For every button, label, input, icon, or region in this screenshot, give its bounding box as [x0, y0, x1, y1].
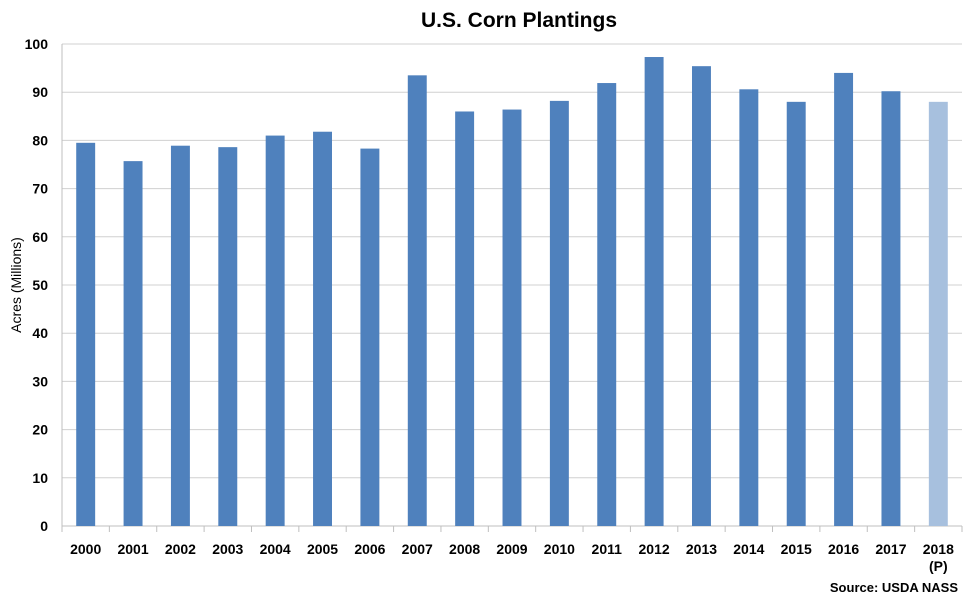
x-tick-label: 2001	[117, 541, 148, 557]
bar	[218, 147, 238, 526]
x-tick-label: 2009	[496, 541, 527, 557]
x-axis-ticks: 2000 2001 2002 2003 2004 2005 2006 2007 2008 2009…	[70, 541, 954, 574]
bars	[76, 57, 948, 527]
bar	[313, 131, 332, 526]
x-tick-label: 2015	[781, 541, 812, 557]
x-tick-label: 2018 (P)	[923, 541, 954, 574]
x-tick-label: 2005	[307, 541, 338, 557]
y-tick-label: 60	[32, 229, 48, 245]
x-tick-label: 2008	[449, 541, 480, 557]
bar	[76, 142, 96, 526]
y-tick-label: 100	[25, 36, 49, 52]
bar	[597, 83, 617, 527]
bar	[123, 161, 143, 526]
y-axis-ticks: 0 10 20 30 40 50 60 70 80 90 100	[25, 36, 49, 534]
y-tick-label: 30	[32, 373, 48, 389]
x-tick-label: 2006	[354, 541, 385, 557]
x-tick-label: 2002	[165, 541, 196, 557]
y-tick-label: 50	[32, 277, 48, 293]
y-axis-label: Acres (Millions)	[8, 237, 24, 333]
y-tick-label: 10	[32, 470, 48, 486]
chart-title: U.S. Corn Plantings	[421, 9, 617, 32]
bar	[265, 135, 285, 526]
bar	[928, 101, 948, 526]
bar	[549, 100, 569, 526]
y-tick-label: 20	[32, 422, 48, 438]
y-tick-label: 0	[40, 518, 48, 534]
y-tick-label: 70	[32, 181, 48, 197]
x-tick-label: 2000	[70, 541, 101, 557]
x-tick-label: 2016	[828, 541, 859, 557]
source-note: Source: USDA NASS	[830, 580, 958, 595]
bar	[502, 109, 522, 526]
bar	[455, 111, 475, 526]
bar	[360, 148, 380, 526]
bar	[739, 89, 759, 527]
x-tick-label: 2010	[544, 541, 575, 557]
bar	[407, 75, 427, 526]
bar	[692, 66, 711, 526]
bar	[786, 101, 806, 526]
x-tick-label: 2003	[212, 541, 243, 557]
x-tick-label: 2014	[733, 541, 764, 557]
bar	[644, 57, 664, 526]
x-tick-label: 2011	[592, 541, 623, 557]
y-tick-label: 90	[32, 84, 48, 100]
x-tick-label: 2013	[686, 541, 717, 557]
x-tick-label: 2017	[875, 541, 906, 557]
bar	[834, 72, 854, 527]
x-tick-label: 2004	[260, 541, 291, 557]
x-tick-label: 2012	[639, 541, 670, 557]
x-tick-label: 2007	[402, 541, 433, 557]
bar	[170, 145, 190, 526]
y-tick-label: 80	[32, 132, 48, 148]
y-tick-label: 40	[32, 325, 48, 341]
bar	[881, 91, 901, 527]
